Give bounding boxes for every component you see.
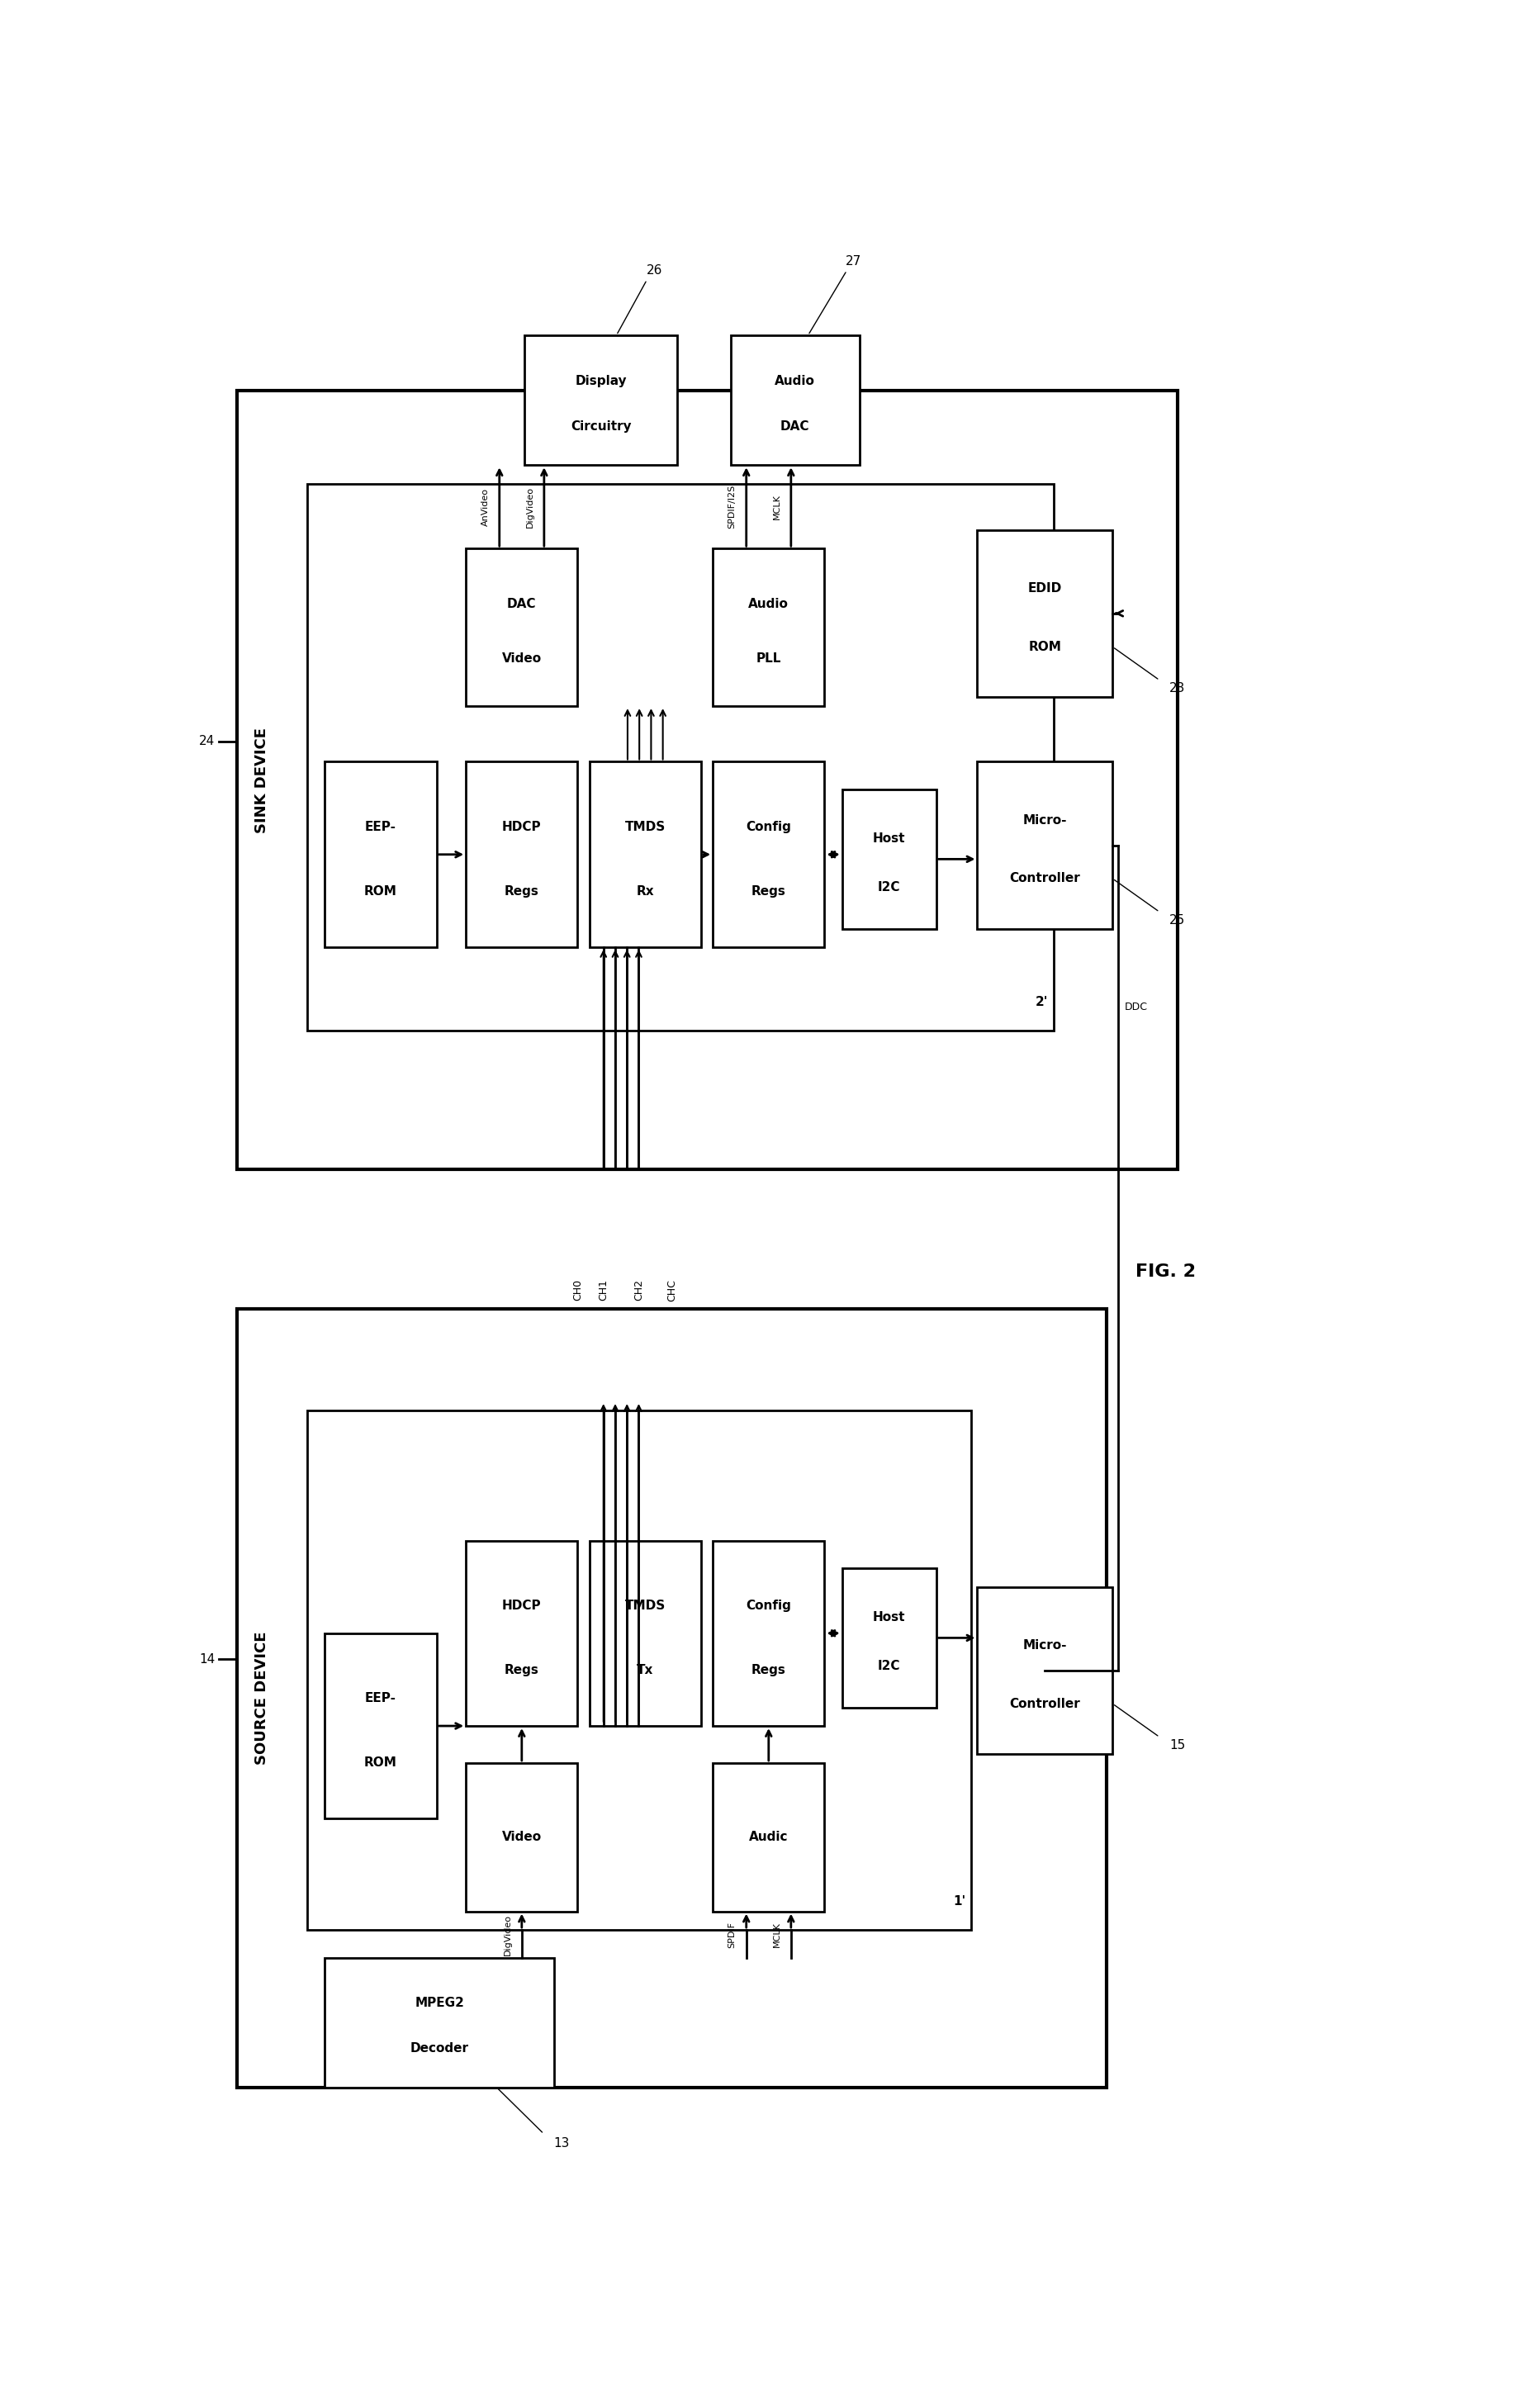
Bar — [977, 761, 1112, 929]
Text: Micro-: Micro- — [1022, 1640, 1066, 1652]
Text: EEP-: EEP- — [366, 821, 396, 833]
Text: 2': 2' — [1035, 997, 1048, 1009]
Text: Decoder: Decoder — [410, 2042, 469, 2054]
Text: I2C: I2C — [878, 1659, 901, 1671]
Text: CH2: CH2 — [634, 1279, 645, 1300]
Text: AnVideo: AnVideo — [481, 489, 490, 525]
Text: EEP-: EEP- — [366, 1693, 396, 1705]
Bar — [713, 549, 825, 706]
Bar — [325, 1958, 554, 2088]
Text: 25: 25 — [1170, 915, 1185, 927]
Text: SPDIF/I2S: SPDIF/I2S — [728, 484, 736, 530]
Bar — [525, 335, 678, 465]
Bar — [306, 1411, 971, 1929]
Text: CHC: CHC — [666, 1279, 677, 1300]
Bar — [977, 530, 1112, 696]
Text: Host: Host — [872, 1611, 906, 1623]
Text: Config: Config — [746, 821, 792, 833]
Text: Display: Display — [575, 376, 627, 388]
Bar — [842, 790, 936, 929]
Text: DigVideo: DigVideo — [526, 486, 534, 527]
Text: 1': 1' — [953, 1895, 965, 1907]
Text: Video: Video — [502, 653, 542, 665]
Bar — [731, 335, 860, 465]
Text: MCLK: MCLK — [772, 1922, 781, 1948]
Text: Rx: Rx — [636, 886, 654, 898]
Text: HDCP: HDCP — [502, 821, 542, 833]
Bar — [237, 390, 1177, 1170]
Text: Micro-: Micro- — [1022, 814, 1066, 826]
Text: 15: 15 — [1170, 1739, 1185, 1751]
Text: TMDS: TMDS — [625, 821, 666, 833]
Text: I2C: I2C — [878, 881, 901, 893]
Text: MCLK: MCLK — [772, 494, 781, 520]
Text: 13: 13 — [554, 2136, 569, 2150]
Bar — [325, 761, 437, 946]
Bar — [466, 1541, 578, 1727]
Text: FIG. 2: FIG. 2 — [1135, 1264, 1195, 1281]
Text: EDID: EDID — [1029, 583, 1062, 595]
Text: SINK DEVICE: SINK DEVICE — [255, 727, 269, 833]
Text: Regs: Regs — [505, 886, 539, 898]
Bar — [237, 1310, 1107, 2088]
Text: Video: Video — [502, 1830, 542, 1845]
Text: Host: Host — [872, 833, 906, 845]
Text: Tx: Tx — [637, 1664, 654, 1676]
Text: Config: Config — [746, 1599, 792, 1611]
Text: Regs: Regs — [751, 886, 786, 898]
Text: MPEG2: MPEG2 — [414, 1996, 464, 2008]
Text: Regs: Regs — [505, 1664, 539, 1676]
Text: ROM: ROM — [1029, 641, 1062, 653]
Bar — [842, 1568, 936, 1707]
Bar — [713, 1763, 825, 1912]
Bar — [977, 1587, 1112, 1753]
Text: 14: 14 — [199, 1652, 215, 1666]
Text: Audio: Audio — [775, 376, 815, 388]
Text: 26: 26 — [646, 265, 663, 277]
Text: CH0: CH0 — [572, 1279, 583, 1300]
Bar — [466, 761, 578, 946]
Text: CH1: CH1 — [598, 1279, 608, 1300]
Text: DAC: DAC — [780, 419, 810, 433]
Text: DAC: DAC — [507, 597, 537, 609]
Bar — [306, 484, 1054, 1031]
Bar — [466, 1763, 578, 1912]
Text: SPDIF: SPDIF — [728, 1922, 736, 1948]
Bar — [466, 549, 578, 706]
Text: TMDS: TMDS — [625, 1599, 666, 1611]
Text: 23: 23 — [1170, 681, 1185, 696]
Text: ROM: ROM — [364, 886, 397, 898]
Bar — [590, 1541, 701, 1727]
Text: DDC: DDC — [1124, 1002, 1147, 1014]
Text: DigVideo: DigVideo — [504, 1914, 511, 1955]
Text: HDCP: HDCP — [502, 1599, 542, 1611]
Text: ROM: ROM — [364, 1758, 397, 1770]
Text: Controller: Controller — [1009, 872, 1080, 884]
Bar — [325, 1633, 437, 1818]
Text: SOURCE DEVICE: SOURCE DEVICE — [255, 1633, 269, 1765]
Text: Audio: Audio — [748, 597, 789, 609]
Text: 27: 27 — [845, 255, 862, 267]
Text: Regs: Regs — [751, 1664, 786, 1676]
Text: Audic: Audic — [749, 1830, 789, 1845]
Text: Controller: Controller — [1009, 1698, 1080, 1710]
Bar — [713, 761, 825, 946]
Text: PLL: PLL — [755, 653, 781, 665]
Bar — [590, 761, 701, 946]
Bar — [713, 1541, 825, 1727]
Text: Circuitry: Circuitry — [570, 419, 631, 433]
Text: 24: 24 — [199, 734, 215, 746]
